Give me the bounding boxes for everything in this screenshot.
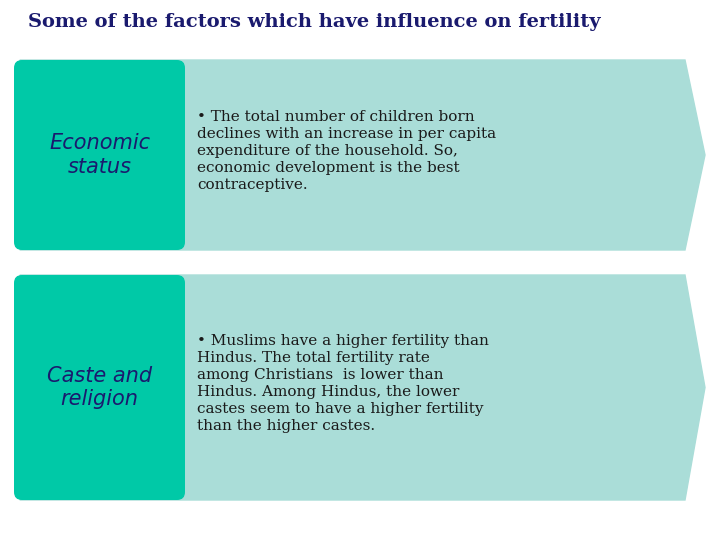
Text: expenditure of the household. So,: expenditure of the household. So, xyxy=(197,144,458,158)
Text: contraceptive.: contraceptive. xyxy=(197,178,307,192)
FancyBboxPatch shape xyxy=(14,275,185,500)
Text: among Christians  is lower than: among Christians is lower than xyxy=(197,368,444,382)
Text: castes seem to have a higher fertility: castes seem to have a higher fertility xyxy=(197,402,484,416)
Text: Hindus. The total fertility rate: Hindus. The total fertility rate xyxy=(197,351,430,365)
Text: • The total number of children born: • The total number of children born xyxy=(197,110,474,124)
Text: economic development is the best: economic development is the best xyxy=(197,161,459,175)
Text: declines with an increase in per capita: declines with an increase in per capita xyxy=(197,127,496,141)
Polygon shape xyxy=(20,60,705,250)
Text: Some of the factors which have influence on fertility: Some of the factors which have influence… xyxy=(28,13,600,31)
Text: • Muslims have a higher fertility than: • Muslims have a higher fertility than xyxy=(197,334,489,348)
Text: Hindus. Among Hindus, the lower: Hindus. Among Hindus, the lower xyxy=(197,385,459,399)
Text: Caste and
religion: Caste and religion xyxy=(47,366,152,409)
Text: than the higher castes.: than the higher castes. xyxy=(197,419,375,433)
Polygon shape xyxy=(20,275,705,500)
Text: Economic
status: Economic status xyxy=(49,133,150,177)
FancyBboxPatch shape xyxy=(14,60,185,250)
